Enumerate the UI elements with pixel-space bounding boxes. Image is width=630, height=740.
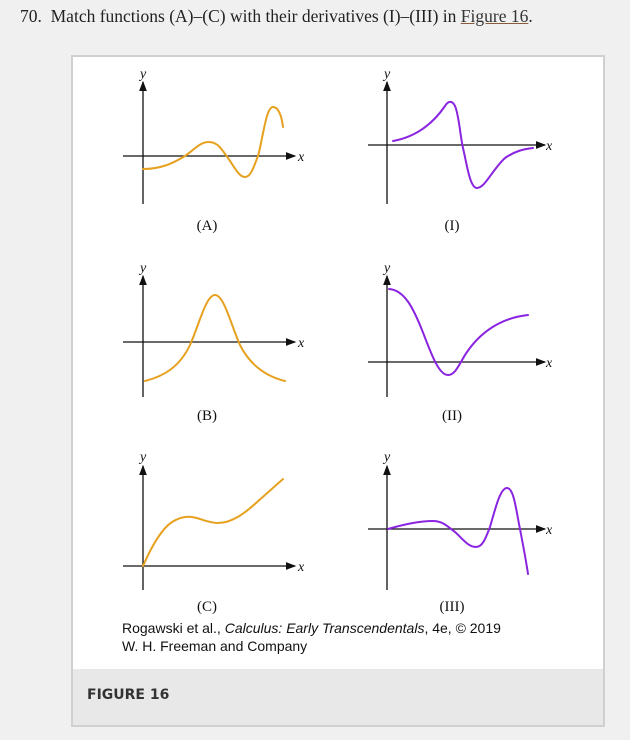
question-number: 70.	[20, 6, 42, 26]
credit-line-2: W. H. Freeman and Company	[122, 638, 308, 654]
y-label: y	[138, 67, 147, 82]
panel-label-c: (C)	[197, 599, 217, 615]
curve-ii	[388, 288, 529, 377]
credit-line-1: Rogawski et al., Calculus: Early Transce…	[122, 620, 501, 636]
curve-a	[142, 105, 284, 179]
credit-book-title: Calculus: Early Transcendentals	[224, 620, 425, 636]
panel-labels: (A) (I) (B) (II) (C) (III)	[197, 218, 465, 615]
panel-label-i: (I)	[445, 218, 460, 234]
caption-band: FIGURE 16	[73, 669, 603, 725]
y-label: y	[382, 261, 391, 276]
x-label: x	[545, 523, 553, 538]
x-label: x	[297, 560, 305, 575]
figure-caption: FIGURE 16	[87, 687, 170, 703]
question-text: 70. Match functions (A)–(C) with their d…	[20, 6, 533, 27]
question-end: .	[528, 6, 533, 26]
credit-edition: , 4e, © 2019	[424, 620, 501, 636]
y-label: y	[382, 450, 391, 465]
x-label: x	[545, 139, 553, 154]
panel-label-b: (B)	[197, 408, 217, 424]
x-label: x	[545, 356, 553, 371]
panel-label-a: (A)	[197, 218, 218, 234]
axis-labels: y x y x y x y x y x y x	[138, 67, 553, 575]
x-label: x	[297, 150, 305, 165]
curve-iii	[387, 486, 529, 575]
figure-link[interactable]: Figure 16	[460, 6, 529, 26]
question-body: Match functions (A)–(C) with their deriv…	[50, 6, 457, 26]
curve-c	[142, 478, 284, 567]
curve-i	[392, 100, 534, 190]
credit-authors: Rogawski et al.,	[122, 620, 225, 636]
panel-label-iii: (III)	[440, 599, 465, 615]
axes	[123, 80, 547, 590]
y-label: y	[138, 261, 147, 276]
curve-b	[144, 293, 286, 382]
y-label: y	[382, 67, 391, 82]
x-label: x	[297, 336, 305, 351]
panel-label-ii: (II)	[442, 408, 462, 424]
y-label: y	[138, 450, 147, 465]
